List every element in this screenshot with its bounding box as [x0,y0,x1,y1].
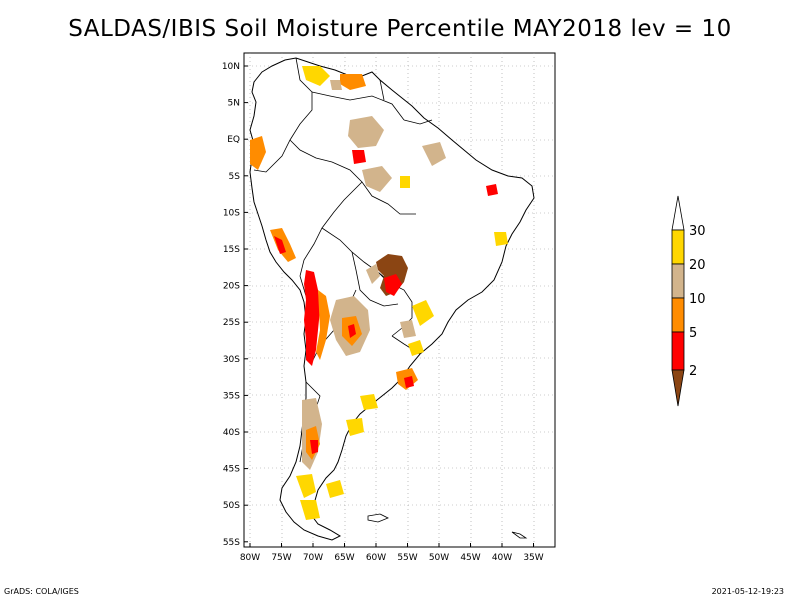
shade-2-5 [274,236,286,254]
lat-tick-label: 5S [229,172,241,182]
shade-2-5 [352,150,366,164]
country-borders [253,57,433,463]
colorbar-5-10 [671,297,685,333]
falkland-islands [367,513,389,523]
lat-tick-label: 5N [228,99,240,109]
shade-20-30 [346,418,364,436]
shade-10-20 [362,166,392,192]
shade-2-5 [486,184,498,196]
colorbar-20-30 [671,229,685,265]
shade-20-30 [360,394,378,410]
lat-tick-label: 35S [223,391,240,401]
shade-5-10 [316,290,330,360]
lon-tick-label: 70W [303,553,323,563]
lon-tick-label: 35W [523,553,543,563]
shade-2-5 [384,274,402,296]
lat-tick-label: 15S [223,245,240,255]
shade-10-20 [366,264,380,284]
shade-5-10 [250,136,266,170]
lat-tick-labels: 10N 5N EQ 5S 10S 15S 20S 25S 30S 35S 40S 45S 50S 55S [222,62,248,548]
lat-tick-label: EQ [227,135,240,145]
south-georgia-outline [511,531,528,539]
lon-tick-labels: 80W 75W 70W 65W 60W 55W 50W 45W 40W 35W [240,543,544,563]
lat-tick-label: 45S [223,465,240,475]
lat-tick-label: 50S [223,501,240,511]
colorbar-label: 2 [689,364,697,379]
shade-20-30 [408,340,424,356]
colorbar-label: 30 [689,224,706,239]
shade-10-20 [422,142,446,166]
lon-tick-label: 80W [240,553,260,563]
footer-credit: GrADS: COLA/IGES [4,587,79,596]
colorbar-10-20 [671,263,685,299]
lon-tick-label: 60W [366,553,386,563]
colorbar-label: 10 [689,292,706,307]
shade-10-20 [330,80,342,90]
lat-tick-label: 20S [223,282,240,292]
shade-10-20 [400,320,416,338]
lat-tick-label: 55S [223,538,240,548]
lon-tick-label: 50W [429,553,449,563]
lat-tick-label: 10N [222,62,240,72]
lat-tick-label: 10S [223,208,240,218]
shade-2-5 [348,324,356,338]
shade-2-5 [310,440,318,454]
lon-tick-label: 45W [460,553,480,563]
shade-2-5 [304,270,320,366]
lat-tick-label: 25S [223,318,240,328]
shade-20-30 [300,500,320,520]
shade-2-5 [404,376,414,388]
lon-tick-label: 75W [271,553,291,563]
colorbar-2-5 [671,331,685,371]
colorbar-lt2 [671,369,685,407]
lat-tick-label: 30S [223,355,240,365]
footer-timestamp: 2021-05-12-19:23 [711,587,784,596]
shade-20-30 [302,66,330,86]
colorbar-label: 20 [689,258,706,273]
shade-20-30 [326,480,344,498]
page-title: SALDAS/IBIS Soil Moisture Percentile MAY… [68,16,732,42]
shade-20-30 [494,232,508,246]
colorbar-gt30 [671,195,685,231]
shade-20-30 [412,300,434,326]
lon-tick-label: 65W [334,553,354,563]
lon-tick-label: 40W [492,553,512,563]
shade-20-30 [296,474,316,498]
colorbar-label: 5 [689,326,697,341]
lat-tick-label: 40S [223,428,240,438]
shade-10-20 [348,116,384,148]
lon-tick-label: 55W [397,553,417,563]
colorbar-labels: 2 5 10 20 30 [689,224,706,379]
soil-moisture-shading [250,66,508,520]
colorbar: 2 5 10 20 30 [671,195,706,407]
continent-outline [249,57,535,541]
shade-5-10 [340,74,366,90]
shade-20-30 [400,176,410,188]
